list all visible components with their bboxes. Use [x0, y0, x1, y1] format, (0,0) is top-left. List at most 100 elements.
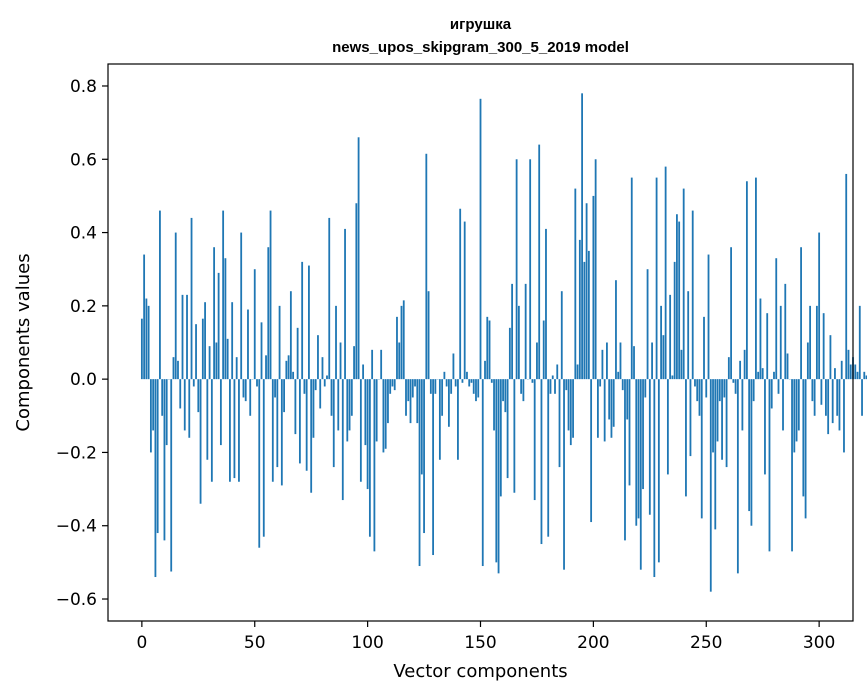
bar-83 [328, 217, 331, 380]
bar-5 [152, 379, 155, 431]
bar-256 [718, 379, 721, 402]
bar-232 [664, 166, 667, 380]
bar-136 [447, 379, 450, 427]
bar-26 [199, 379, 202, 504]
bar-159 [499, 379, 502, 497]
bar-283 [779, 305, 782, 380]
bar-151 [481, 379, 484, 567]
bar-208 [610, 379, 613, 438]
bar-237 [676, 214, 678, 380]
bar-188 [565, 379, 568, 391]
bar-161 [504, 379, 507, 413]
bar-34 [217, 272, 220, 380]
x-tick-label: 150 [464, 633, 496, 653]
bar-8 [159, 210, 161, 380]
bar-21 [188, 379, 191, 438]
bar-268 [745, 181, 748, 380]
bar-45 [242, 379, 245, 398]
bar-177 [540, 379, 543, 545]
bar-272 [755, 177, 757, 380]
bar-280 [773, 371, 775, 380]
bar-227 [653, 379, 656, 578]
bar-168 [520, 379, 523, 394]
bar-125 [423, 379, 425, 534]
bar-250 [705, 379, 708, 398]
y-tick-label: −0.4 [56, 517, 97, 537]
bar-225 [648, 379, 651, 515]
x-axis-label: Vector components [393, 661, 567, 682]
bar-192 [574, 188, 577, 380]
bar-312 [845, 173, 848, 380]
bar-114 [398, 342, 401, 380]
bar-265 [739, 360, 742, 380]
bar-7 [156, 379, 159, 534]
bar-281 [775, 258, 778, 380]
y-tick-label: −0.6 [56, 590, 97, 610]
bar-191 [572, 379, 574, 438]
bar-306 [831, 379, 834, 424]
bar-42 [235, 357, 238, 380]
bar-263 [734, 379, 737, 394]
bar-3 [147, 305, 150, 380]
bar-146 [470, 379, 473, 383]
bar-228 [655, 177, 658, 380]
bar-213 [621, 379, 624, 391]
bar-301 [820, 379, 823, 405]
bar-179 [545, 228, 547, 380]
bar-273 [757, 371, 760, 380]
bar-109 [387, 379, 389, 424]
bar-251 [707, 254, 710, 380]
bar-286 [786, 353, 789, 380]
bar-74 [308, 265, 310, 380]
bar-79 [319, 379, 322, 409]
bar-126 [425, 153, 428, 380]
bar-304 [827, 379, 830, 435]
bar-158 [497, 379, 500, 574]
y-tick-label: 0.2 [70, 297, 97, 317]
bar-61 [278, 305, 281, 380]
bar-135 [445, 379, 448, 387]
bar-242 [687, 291, 690, 380]
bar-305 [829, 335, 832, 380]
bar-98 [362, 364, 365, 380]
bar-25 [197, 379, 200, 413]
bar-178 [542, 320, 545, 380]
bar-87 [337, 379, 340, 431]
y-tick-label: 0.8 [70, 77, 97, 97]
bar-170 [524, 283, 527, 380]
bar-67 [292, 371, 295, 380]
bar-319 [861, 379, 863, 416]
bar-68 [294, 379, 297, 435]
bar-181 [549, 379, 552, 394]
bar-164 [511, 283, 514, 380]
bar-284 [782, 379, 784, 431]
bar-309 [838, 379, 841, 431]
bar-193 [576, 364, 579, 380]
bar-72 [303, 379, 306, 394]
bar-240 [682, 188, 685, 380]
bar-92 [348, 379, 351, 431]
bar-22 [190, 217, 193, 380]
bar-141 [459, 208, 462, 380]
bar-214 [624, 379, 626, 541]
bar-82 [326, 375, 328, 380]
bar-277 [766, 313, 769, 380]
bar-259 [725, 379, 728, 468]
bar-255 [716, 379, 719, 442]
y-tick-label: −0.2 [56, 443, 97, 463]
bar-236 [673, 261, 676, 380]
bar-258 [723, 379, 726, 398]
bar-33 [215, 342, 218, 380]
bar-97 [359, 379, 362, 482]
bar-84 [330, 379, 333, 416]
bar-85 [332, 379, 335, 468]
bar-203 [599, 379, 602, 387]
bar-51 [256, 379, 258, 387]
bar-103 [373, 379, 376, 552]
bar-119 [409, 379, 412, 424]
bar-140 [457, 379, 459, 460]
bar-10 [163, 379, 166, 541]
bar-43 [238, 379, 240, 482]
bar-185 [558, 379, 561, 468]
bar-124 [420, 379, 423, 475]
